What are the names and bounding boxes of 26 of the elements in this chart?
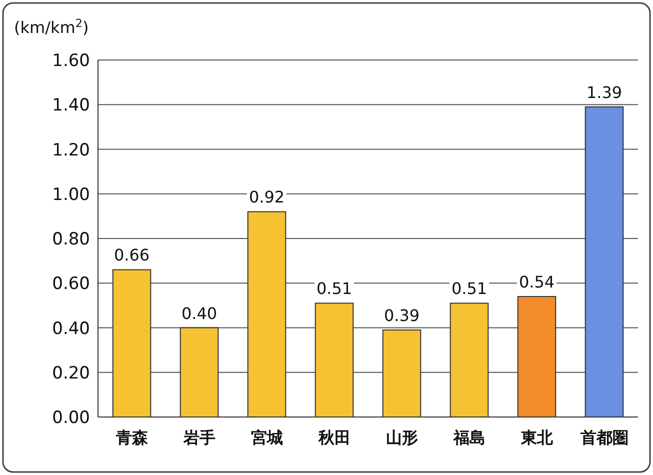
data-label: 0.39 <box>384 306 420 325</box>
x-tick-label: 宮城 <box>250 428 283 447</box>
x-tick-label: 首都圏 <box>579 428 628 447</box>
y-tick-label: 0.60 <box>52 274 90 294</box>
y-tick-label: 0.20 <box>52 363 90 384</box>
data-label: 0.51 <box>316 279 352 298</box>
x-tick-label: 秋田 <box>317 428 350 447</box>
y-tick-label: 0.40 <box>52 318 90 339</box>
x-tick-label: 東北 <box>520 428 554 447</box>
x-tick-label: 岩手 <box>182 428 216 447</box>
data-label: 0.54 <box>518 272 555 292</box>
y-tick-label: 0.00 <box>52 408 90 428</box>
data-label: 1.39 <box>586 82 622 102</box>
data-label: 0.92 <box>248 188 285 207</box>
y-tick-label: 1.40 <box>52 96 90 116</box>
y-tick-label: 1.00 <box>52 184 90 205</box>
y-tick-label: 1.20 <box>52 140 90 160</box>
x-tick-label: 福島 <box>452 428 486 447</box>
x-tick-label: 山形 <box>386 428 418 447</box>
y-tick-label: 0.80 <box>52 230 90 250</box>
x-tick-label: 青森 <box>114 428 149 447</box>
y-tick-label: 1.60 <box>52 51 90 71</box>
data-label: 0.66 <box>114 246 150 265</box>
data-label: 0.51 <box>451 279 488 298</box>
data-label: 0.40 <box>181 304 218 323</box>
y-axis-title: (km/km$^{2}$) <box>14 16 89 37</box>
